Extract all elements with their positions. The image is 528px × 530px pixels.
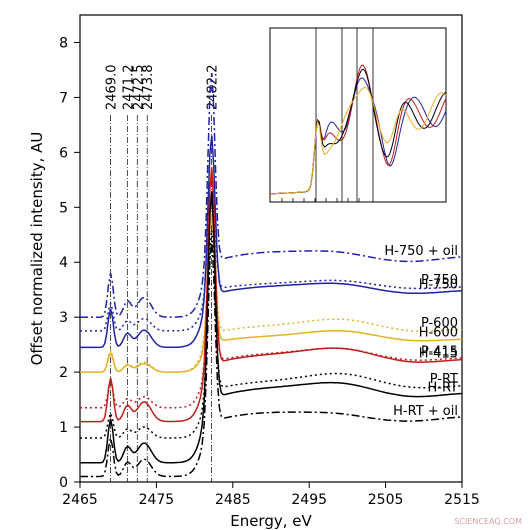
series-label-10: H-RT + oil [393, 404, 458, 419]
y-tick-label: 6 [59, 145, 68, 161]
x-axis-title: Energy, eV [230, 512, 312, 530]
series-label-2: P-750 [421, 273, 458, 288]
x-tick-label: 2485 [215, 492, 251, 508]
series-label-9: H-RT [428, 380, 459, 395]
series-label-5: H-600 [419, 325, 458, 340]
series-label-1: H-750 + oil [384, 244, 458, 259]
x-tick-label: 2515 [444, 492, 480, 508]
reference-line-label: 2469.0 [105, 65, 120, 111]
reference-line-label: 2472.5 [131, 65, 146, 111]
x-tick-label: 2475 [139, 492, 175, 508]
y-tick-label: 2 [59, 365, 68, 381]
x-tick-label: 2505 [368, 492, 404, 508]
y-tick-label: 8 [59, 35, 68, 51]
reference-line-label: 2471.2 [121, 65, 136, 111]
inset-series-line-4 [269, 86, 447, 195]
y-axis-title: Offset normalized intensity, AU [28, 132, 46, 366]
series-layer [80, 73, 463, 478]
series-label-7: H-415 [419, 346, 458, 361]
watermark: SCIENCEAQ.COM [454, 517, 522, 526]
series-line-1 [80, 73, 463, 318]
y-tick-label: 3 [59, 310, 68, 326]
y-tick-label: 5 [59, 200, 68, 216]
series-line-3 [80, 135, 463, 349]
series-line-6 [80, 196, 463, 409]
series-line-8 [80, 230, 462, 439]
series-line-2 [80, 173, 462, 332]
y-tick-label: 1 [59, 420, 68, 436]
axes-layer: 2465 2475 2485 2495 2505 2515 0 1 2 3 4 5 6 7 8 [59, 14, 480, 508]
y-tick-label: 0 [59, 475, 68, 491]
series-label-4: P-600 [421, 316, 458, 331]
series-line-5 [80, 213, 463, 373]
series-label-8: P-RT [430, 372, 458, 387]
series-label-6: P-415 [421, 344, 458, 359]
plot-frame [79, 14, 463, 483]
y-tick-label: 4 [59, 255, 68, 271]
inset-panel [269, 27, 447, 203]
reference-line-label: 2473.8 [141, 65, 156, 111]
series-label-3: H-750 [419, 277, 458, 292]
x-tick-label: 2465 [62, 492, 98, 508]
series-line-9 [80, 191, 463, 464]
series-line-7 [80, 167, 463, 423]
y-tick-label: 7 [59, 90, 68, 106]
x-tick-label: 2495 [291, 492, 327, 508]
inset-frame [269, 27, 447, 203]
